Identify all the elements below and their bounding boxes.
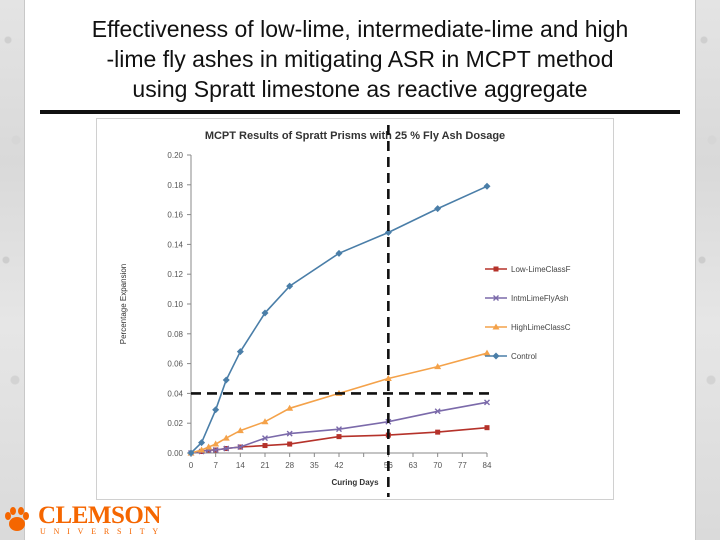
legend-marker [493, 295, 499, 301]
data-point [435, 429, 441, 435]
series-line-low-limeclassf [190, 426, 488, 454]
y-tick-label: 0.14 [167, 240, 183, 249]
data-point [237, 444, 244, 451]
x-tick-label: 35 [310, 461, 319, 470]
y-tick-label: 0.00 [167, 449, 183, 458]
legend-label: IntmLimeFlyAsh [511, 294, 568, 303]
slide-title: Effectiveness of low-lime, intermediate-… [30, 14, 690, 104]
data-point [236, 427, 244, 434]
title-underline [40, 110, 680, 114]
data-point [236, 348, 244, 356]
x-tick-label: 70 [433, 461, 442, 470]
right-border-decoration [695, 0, 720, 540]
x-axis-label: Curing Days [331, 478, 379, 487]
data-point [212, 406, 220, 414]
x-tick-label: 84 [483, 461, 492, 470]
title-line-3: using Spratt limestone as reactive aggre… [132, 76, 588, 102]
legend-marker [493, 266, 499, 272]
legend-label: Low-LimeClassF [511, 265, 571, 274]
data-point [286, 430, 293, 437]
data-point [286, 282, 294, 290]
x-tick-label: 77 [458, 461, 467, 470]
data-point [286, 404, 294, 411]
clemson-logo-text: CLEMSON [38, 502, 161, 529]
data-point [205, 443, 213, 450]
x-tick-label: 0 [189, 461, 194, 470]
data-point [198, 446, 206, 453]
data-point [222, 376, 230, 384]
x-tick-label: 14 [236, 461, 245, 470]
data-point [484, 425, 490, 431]
y-tick-label: 0.10 [167, 300, 183, 309]
data-point [384, 228, 392, 236]
data-point [198, 439, 206, 447]
data-point [223, 445, 230, 452]
chart-title: MCPT Results of Spratt Prisms with 25 % … [205, 130, 505, 142]
data-point [212, 440, 220, 447]
data-point [434, 363, 442, 370]
legend-label: HighLimeClassC [511, 323, 571, 332]
data-point [336, 434, 342, 440]
data-point [262, 443, 268, 449]
data-point [434, 205, 442, 213]
data-point [222, 434, 230, 441]
x-tick-label: 7 [213, 461, 218, 470]
y-tick-label: 0.18 [167, 181, 183, 190]
data-point [384, 375, 392, 381]
y-tick-label: 0.02 [167, 419, 183, 428]
clemson-logo-subtext: UNIVERSITY [40, 527, 166, 536]
data-point [261, 418, 269, 425]
data-point [483, 349, 491, 356]
x-tick-label: 28 [285, 461, 294, 470]
y-tick-label: 0.12 [167, 270, 183, 279]
y-axis-label: Percentage Expansion [119, 264, 128, 345]
x-tick-label: 21 [261, 461, 270, 470]
x-tick-label: 63 [409, 461, 418, 470]
y-tick-label: 0.08 [167, 330, 183, 339]
data-point [483, 182, 491, 190]
series-line-control [190, 185, 488, 454]
left-border-decoration [0, 0, 25, 540]
data-point [187, 449, 195, 457]
tiger-paw-icon [5, 507, 29, 531]
title-line-1: Effectiveness of low-lime, intermediate-… [91, 16, 629, 42]
y-tick-label: 0.04 [167, 389, 183, 398]
data-point [434, 408, 441, 415]
line-chart: MCPT Results of Spratt Prisms with 25 % … [119, 125, 571, 497]
data-point [261, 309, 269, 317]
data-point [262, 435, 268, 442]
y-tick-label: 0.20 [167, 151, 183, 160]
x-tick-label: 42 [335, 461, 344, 470]
y-tick-label: 0.06 [167, 360, 183, 369]
data-point [484, 399, 490, 406]
title-line-2: -lime fly ashes in mitigating ASR in MCP… [106, 46, 614, 72]
y-tick-label: 0.16 [167, 211, 183, 220]
data-point [335, 249, 343, 257]
chart-container: MCPT Results of Spratt Prisms with 25 % … [96, 118, 614, 500]
data-point [287, 441, 293, 447]
legend-label: Control [511, 352, 537, 361]
legend-marker [492, 323, 500, 330]
data-point [212, 447, 219, 454]
series-line-intmlimeflyash [190, 401, 488, 454]
legend-marker [492, 352, 500, 360]
data-point [336, 426, 342, 433]
